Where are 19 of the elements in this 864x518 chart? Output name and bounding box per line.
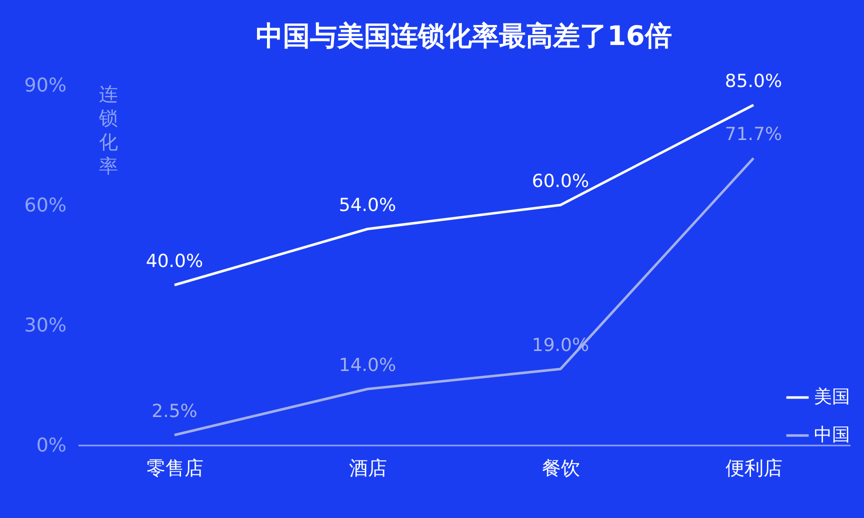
x-tick-label: 零售店 [146, 458, 204, 480]
y-tick-label: 90% [24, 74, 66, 96]
y-tick-label: 60% [24, 194, 66, 216]
y-axis-title: 连锁化率 [98, 84, 118, 178]
data-label: 54.0% [338, 195, 396, 216]
chart-title: 中国与美国连锁化率最高差了16倍 [256, 21, 672, 52]
y-tick-label: 30% [24, 314, 66, 336]
data-label: 85.0% [724, 71, 782, 92]
data-label: 71.7% [724, 124, 782, 146]
legend-label: 美国 [814, 386, 850, 408]
data-label: 14.0% [338, 355, 396, 376]
data-label: 60.0% [532, 171, 590, 192]
x-tick-label: 便利店 [726, 458, 782, 480]
data-label: 2.5% [152, 401, 198, 422]
y-tick-label: 0% [36, 434, 66, 456]
data-label: 40.0% [146, 251, 204, 272]
x-tick-label: 酒店 [349, 458, 387, 480]
legend-label: 中国 [814, 424, 850, 446]
x-tick-label: 餐饮 [542, 458, 580, 480]
